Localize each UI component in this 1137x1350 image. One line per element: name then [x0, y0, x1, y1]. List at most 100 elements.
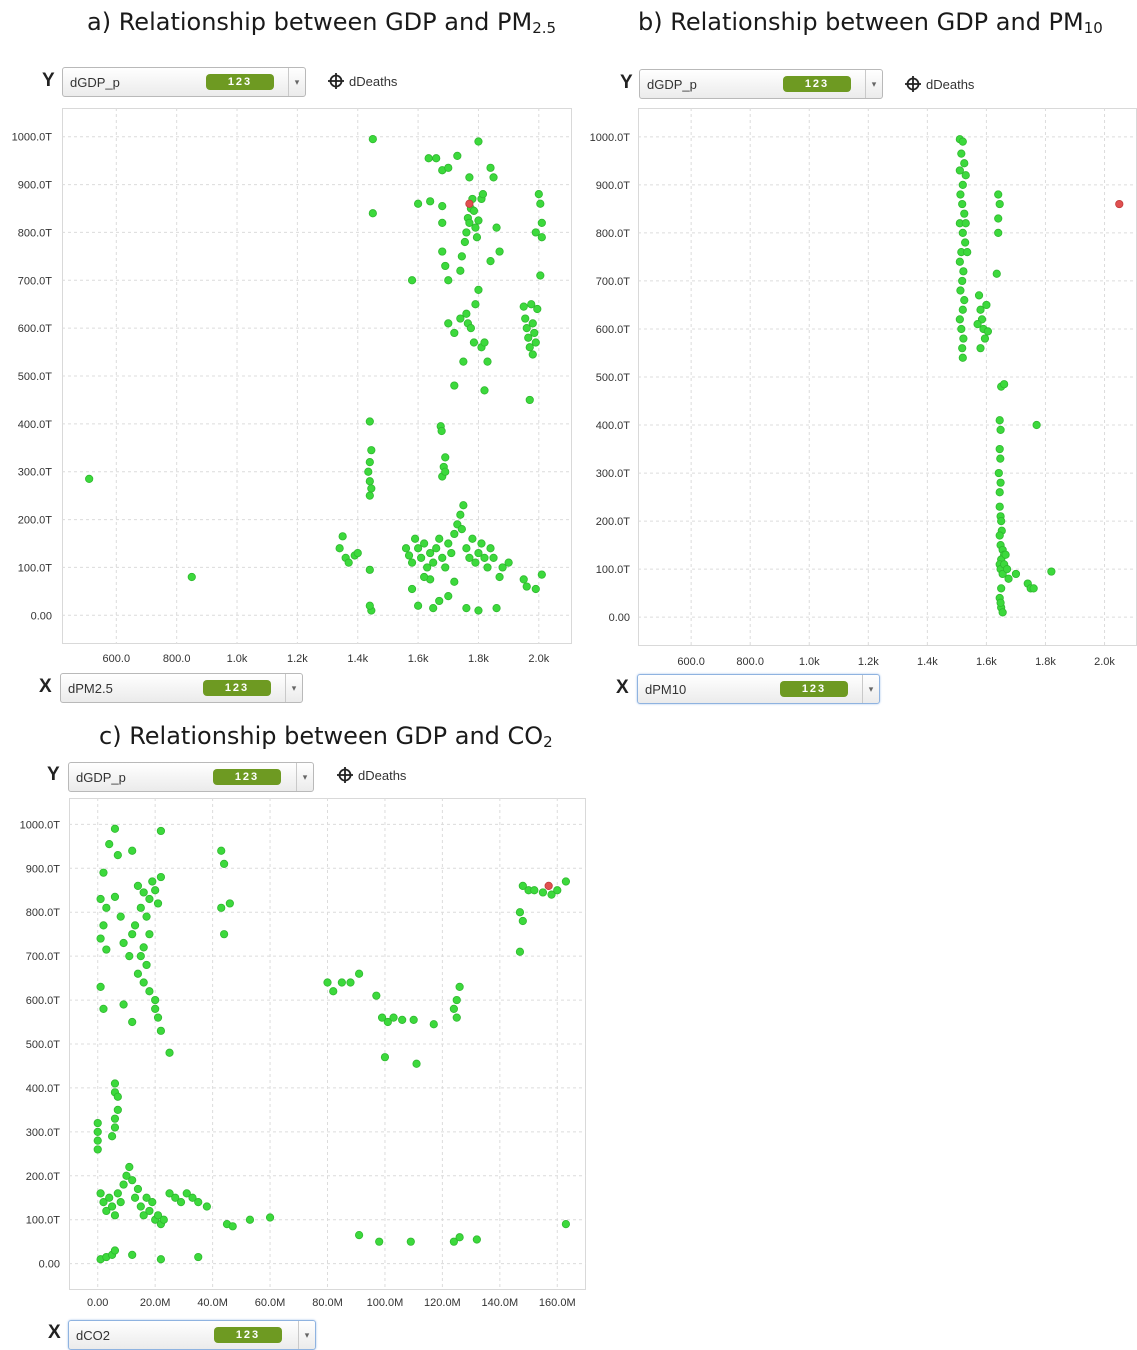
- data-point[interactable]: [474, 548, 483, 558]
- data-point[interactable]: [99, 1004, 108, 1013]
- data-point[interactable]: [145, 1206, 154, 1216]
- data-point[interactable]: [93, 1127, 102, 1136]
- data-point[interactable]: [462, 544, 471, 553]
- data-point[interactable]: [957, 149, 966, 158]
- highlighted-point[interactable]: [1115, 199, 1124, 209]
- data-point[interactable]: [136, 1202, 145, 1211]
- data-point[interactable]: [93, 1136, 102, 1145]
- panel-a-size-field[interactable]: dDeaths: [328, 73, 397, 89]
- data-point[interactable]: [365, 491, 374, 500]
- data-point[interactable]: [518, 916, 527, 926]
- chevron-down-icon[interactable]: ▾: [298, 1321, 315, 1349]
- data-point[interactable]: [996, 454, 1005, 463]
- data-point[interactable]: [477, 539, 486, 548]
- data-point[interactable]: [480, 338, 489, 347]
- data-point[interactable]: [960, 159, 969, 168]
- data-point[interactable]: [976, 305, 985, 314]
- data-point[interactable]: [527, 300, 536, 309]
- data-point[interactable]: [996, 598, 1005, 607]
- data-point[interactable]: [413, 601, 423, 610]
- data-point[interactable]: [435, 596, 444, 606]
- data-point[interactable]: [524, 333, 533, 342]
- data-point[interactable]: [1001, 550, 1010, 559]
- data-point[interactable]: [151, 886, 160, 895]
- data-point[interactable]: [406, 1237, 415, 1246]
- data-point[interactable]: [119, 1000, 128, 1009]
- data-point[interactable]: [958, 344, 967, 353]
- panel-a-y-selector[interactable]: dGDP_p 123 ▾: [62, 67, 306, 97]
- data-point[interactable]: [368, 209, 377, 218]
- data-point[interactable]: [220, 930, 229, 939]
- data-point[interactable]: [531, 228, 540, 237]
- data-point[interactable]: [375, 1237, 384, 1246]
- data-point[interactable]: [955, 257, 964, 266]
- data-point[interactable]: [139, 978, 148, 987]
- data-point[interactable]: [116, 1198, 125, 1207]
- data-point[interactable]: [380, 1053, 390, 1062]
- data-point[interactable]: [521, 314, 530, 323]
- data-point[interactable]: [133, 881, 143, 890]
- data-point[interactable]: [128, 846, 137, 855]
- data-point[interactable]: [365, 417, 374, 426]
- data-point[interactable]: [383, 1017, 392, 1027]
- data-point[interactable]: [453, 151, 462, 160]
- data-point[interactable]: [534, 190, 543, 199]
- data-point[interactable]: [176, 1198, 186, 1207]
- data-point[interactable]: [483, 357, 492, 366]
- data-point[interactable]: [165, 1189, 174, 1198]
- data-point[interactable]: [538, 888, 548, 897]
- data-point[interactable]: [110, 824, 120, 833]
- data-point[interactable]: [465, 173, 474, 182]
- data-point[interactable]: [113, 1092, 122, 1101]
- data-point[interactable]: [994, 468, 1003, 478]
- data-point[interactable]: [412, 1059, 421, 1068]
- data-point[interactable]: [99, 921, 108, 930]
- data-point[interactable]: [561, 877, 570, 886]
- data-point[interactable]: [462, 309, 471, 318]
- data-point[interactable]: [994, 190, 1003, 199]
- data-point[interactable]: [456, 314, 465, 323]
- data-point[interactable]: [522, 582, 531, 591]
- data-point[interactable]: [504, 558, 513, 567]
- data-point[interactable]: [452, 1013, 461, 1022]
- data-point[interactable]: [156, 1026, 166, 1035]
- data-point[interactable]: [486, 544, 495, 553]
- panel-a-x-selector[interactable]: dPM2.5 123 ▾: [60, 673, 303, 703]
- data-point[interactable]: [96, 894, 105, 904]
- data-point[interactable]: [958, 276, 967, 286]
- data-point[interactable]: [995, 502, 1004, 511]
- data-point[interactable]: [93, 1118, 102, 1128]
- data-point[interactable]: [561, 1220, 570, 1229]
- data-point[interactable]: [963, 248, 972, 257]
- data-point[interactable]: [153, 1013, 163, 1022]
- data-point[interactable]: [102, 945, 111, 954]
- data-point[interactable]: [518, 881, 527, 890]
- highlighted-point[interactable]: [465, 199, 474, 208]
- data-point[interactable]: [995, 488, 1004, 497]
- data-point[interactable]: [432, 544, 441, 553]
- data-point[interactable]: [995, 199, 1004, 209]
- data-point[interactable]: [957, 324, 966, 334]
- data-point[interactable]: [961, 171, 970, 180]
- data-point[interactable]: [480, 386, 489, 395]
- data-point[interactable]: [472, 1235, 481, 1244]
- data-point[interactable]: [156, 826, 166, 836]
- data-point[interactable]: [151, 995, 160, 1005]
- data-point[interactable]: [1032, 420, 1041, 430]
- data-point[interactable]: [435, 534, 444, 543]
- data-point[interactable]: [444, 319, 453, 328]
- data-point[interactable]: [96, 1189, 105, 1198]
- panel-b-size-field[interactable]: dDeaths: [905, 76, 974, 92]
- data-point[interactable]: [102, 903, 111, 912]
- data-point[interactable]: [455, 1233, 464, 1242]
- data-point[interactable]: [960, 209, 969, 218]
- panel-b-y-selector[interactable]: dGDP_p 123 ▾: [639, 69, 883, 99]
- data-point[interactable]: [107, 1132, 117, 1141]
- data-point[interactable]: [187, 572, 196, 582]
- data-point[interactable]: [365, 458, 374, 467]
- data-point[interactable]: [1004, 574, 1013, 583]
- data-point[interactable]: [429, 558, 438, 567]
- data-point[interactable]: [525, 343, 534, 352]
- data-point[interactable]: [110, 1114, 120, 1123]
- data-point[interactable]: [107, 1202, 117, 1211]
